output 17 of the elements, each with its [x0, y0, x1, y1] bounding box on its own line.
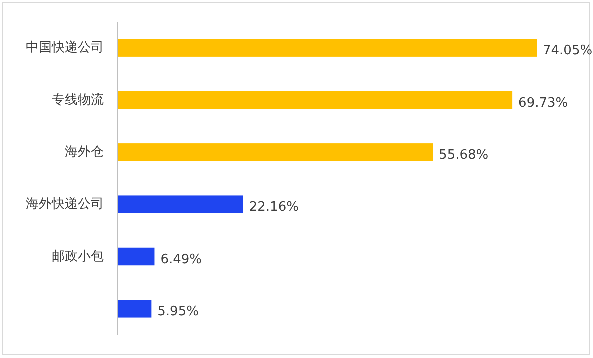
bar: [118, 144, 434, 162]
bar: [118, 300, 152, 318]
bar: [118, 91, 513, 110]
y-tick-label: 邮政小包: [52, 249, 104, 264]
bar: [118, 196, 244, 214]
y-tick-label: 海外仓: [65, 144, 104, 160]
data-label: 22.16%: [249, 200, 299, 216]
y-tick-label: 中国快递公司: [26, 40, 104, 56]
data-label: 6.49%: [160, 252, 202, 268]
data-label: 5.95%: [158, 304, 199, 320]
data-label: 69.73%: [518, 96, 568, 111]
y-tick-label: 专线物流: [52, 92, 104, 108]
bar: [118, 248, 155, 266]
bar: [118, 39, 537, 57]
data-label: 55.68%: [439, 148, 489, 163]
y-tick-label: 海外快递公司: [26, 197, 104, 212]
data-label: 74.05%: [543, 44, 593, 59]
